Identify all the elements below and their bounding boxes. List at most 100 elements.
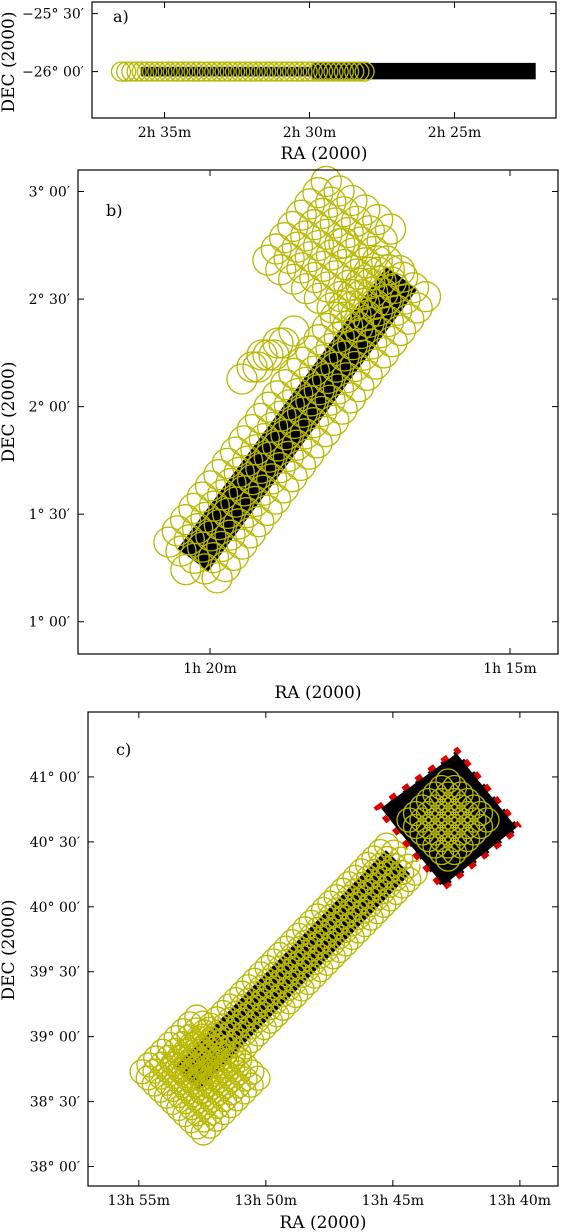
pointing-circle — [441, 774, 468, 801]
pointing-circle — [252, 339, 284, 371]
pointing-circle — [238, 1072, 264, 1098]
panel-a: 2h 35m 2h 30m 2h 25m −25° 30′ −26° 00′ a) RA… — [0, 1, 557, 164]
pointing-circle — [428, 813, 455, 840]
pointing-circle — [131, 61, 152, 82]
pointing-circle — [286, 252, 318, 284]
pointing-circle — [247, 474, 280, 506]
pointing-circle — [276, 61, 298, 82]
y-tick-label: −25° 30′ — [22, 7, 84, 23]
pointing-circle — [428, 826, 455, 853]
pointing-circle — [244, 402, 277, 435]
pointing-circle — [303, 324, 335, 356]
pointing-circle — [396, 807, 422, 833]
pointing-circle — [327, 196, 360, 228]
panel-a-pointings — [110, 61, 536, 82]
pointing-circle — [448, 781, 474, 807]
survey-outline-alt — [373, 746, 524, 893]
pointing-circle — [323, 61, 344, 82]
pointing-circle — [262, 327, 294, 359]
pointing-circle — [349, 194, 381, 226]
pointing-circle — [328, 227, 360, 259]
pointing-circle — [409, 807, 435, 833]
y-tick-label: 38° 30′ — [30, 1095, 80, 1111]
x-tick-label: 13h 55m — [108, 1193, 170, 1209]
pointing-circle — [415, 813, 442, 840]
pointing-circle — [303, 282, 335, 314]
y-tick-label: 38° 00′ — [30, 1160, 80, 1176]
pointing-circle — [240, 61, 261, 82]
pointing-circle — [311, 312, 343, 345]
pointing-circle — [415, 800, 442, 827]
pointing-circle — [328, 248, 360, 281]
panel-a-xlabel: RA (2000) — [280, 144, 367, 164]
pointing-circle — [409, 794, 435, 820]
pointing-circle — [198, 61, 220, 82]
pointing-circle — [116, 61, 137, 82]
pointing-circle — [258, 339, 290, 371]
panel-c-ylabel: DEC (2000) — [0, 900, 19, 1001]
pointing-circle — [260, 233, 292, 265]
pointing-circle — [461, 820, 487, 846]
pointing-circle — [422, 820, 448, 846]
pointing-circle — [188, 61, 209, 82]
pointing-circle — [110, 61, 132, 82]
pointing-circle — [333, 61, 355, 82]
pointing-circle — [428, 839, 455, 866]
pointing-circle — [264, 452, 296, 484]
pointing-circle — [415, 826, 442, 853]
pointing-circle — [343, 371, 375, 403]
y-tick-label: −26° 00′ — [22, 65, 84, 81]
pointing-circle — [214, 519, 246, 551]
pointing-circle — [161, 515, 193, 547]
pointing-circle — [190, 1120, 216, 1146]
pointing-circle — [225, 1073, 251, 1099]
pointing-circle — [409, 820, 435, 846]
pointing-circle — [157, 61, 178, 82]
pointing-circle — [315, 186, 347, 218]
pointing-circle — [337, 290, 370, 322]
pointing-circle — [435, 781, 461, 807]
pointing-circle — [278, 315, 310, 347]
pointing-circle — [239, 1059, 265, 1085]
pointing-circle — [336, 184, 368, 217]
pointing-circle — [334, 382, 367, 414]
pointing-circle — [303, 374, 335, 406]
panel-c: 13h 55m 13h 50m 13h 45m 13h 40m 41° 00′ 40° 3… — [0, 711, 559, 1232]
pointing-circle — [320, 351, 352, 383]
panel-c-xlabel: RA (2000) — [279, 1213, 366, 1232]
pointing-circle — [203, 459, 235, 491]
pointing-circle — [293, 188, 326, 220]
y-tick-label: 2° 00′ — [29, 400, 70, 416]
pointing-circle — [467, 813, 494, 840]
pointing-circle — [141, 61, 163, 82]
x-tick-label: 13h 50m — [235, 1193, 297, 1209]
pointing-circle — [255, 61, 277, 82]
pointing-circle — [366, 224, 398, 256]
pointing-circle — [281, 429, 313, 461]
y-tick-label: 39° 30′ — [30, 965, 80, 981]
pointing-circle — [454, 826, 481, 853]
pointing-circle — [253, 441, 285, 473]
pointing-circle — [211, 447, 243, 480]
pointing-circle — [253, 391, 285, 423]
pointing-circle — [147, 61, 168, 82]
pointing-circle — [214, 61, 235, 82]
pointing-circle — [256, 463, 288, 495]
pointing-circle — [297, 407, 330, 439]
pointing-circle — [328, 340, 360, 372]
pointing-circle — [271, 61, 292, 82]
pointing-circle — [211, 1099, 237, 1126]
pointing-circle — [322, 373, 355, 405]
pointing-circle — [297, 61, 318, 82]
pointing-circle — [340, 205, 373, 237]
pointing-circle — [194, 470, 227, 502]
pointing-circle — [292, 61, 313, 82]
pointing-circle — [344, 61, 365, 82]
pointing-circle — [178, 492, 210, 525]
panel-c-label: c) — [116, 740, 131, 759]
y-tick-label: 40° 00′ — [30, 900, 80, 916]
pointing-circle — [428, 800, 455, 827]
panel-c-frame — [87, 711, 559, 1187]
pointing-circle — [226, 363, 258, 395]
pointing-circle — [454, 800, 481, 827]
